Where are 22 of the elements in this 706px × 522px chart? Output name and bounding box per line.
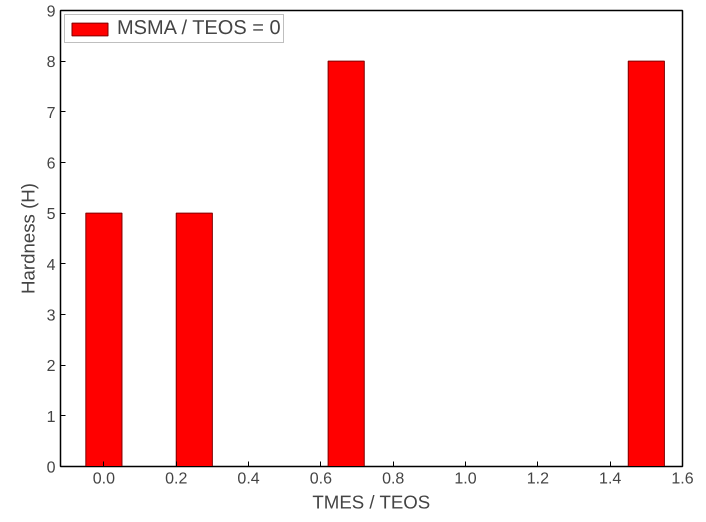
y-axis-title: Hardness (H) bbox=[18, 183, 39, 294]
x-tick-label: 1.2 bbox=[526, 470, 550, 488]
x-tick-label: 1.4 bbox=[599, 470, 622, 488]
y-tick-label: 3 bbox=[46, 308, 56, 324]
y-tick-label: 5 bbox=[46, 206, 56, 224]
x-tick-label: 0.0 bbox=[92, 470, 116, 488]
y-tick-label: 0 bbox=[46, 460, 56, 476]
x-axis-title: TMES / TEOS bbox=[312, 492, 430, 512]
y-tick-label: 7 bbox=[46, 104, 56, 122]
y-tick-label: 1 bbox=[46, 408, 56, 426]
y-tick-label: 6 bbox=[46, 156, 56, 172]
x-tick-label: 0.8 bbox=[382, 470, 404, 488]
x-tick-label: 1.0 bbox=[454, 470, 477, 488]
y-tick-label: 4 bbox=[46, 256, 56, 274]
x-tick-label: 0.6 bbox=[310, 470, 332, 488]
y-tick-label: 2 bbox=[46, 358, 56, 376]
legend-label: MSMA / TEOS = 0 bbox=[117, 17, 281, 40]
y-tick-label: 8 bbox=[46, 54, 56, 72]
x-tick-label: 0.2 bbox=[165, 470, 188, 488]
x-tick-label: 0.4 bbox=[237, 470, 260, 488]
x-tick-label: 1.6 bbox=[671, 470, 694, 488]
y-tick-label: 9 bbox=[46, 4, 56, 20]
